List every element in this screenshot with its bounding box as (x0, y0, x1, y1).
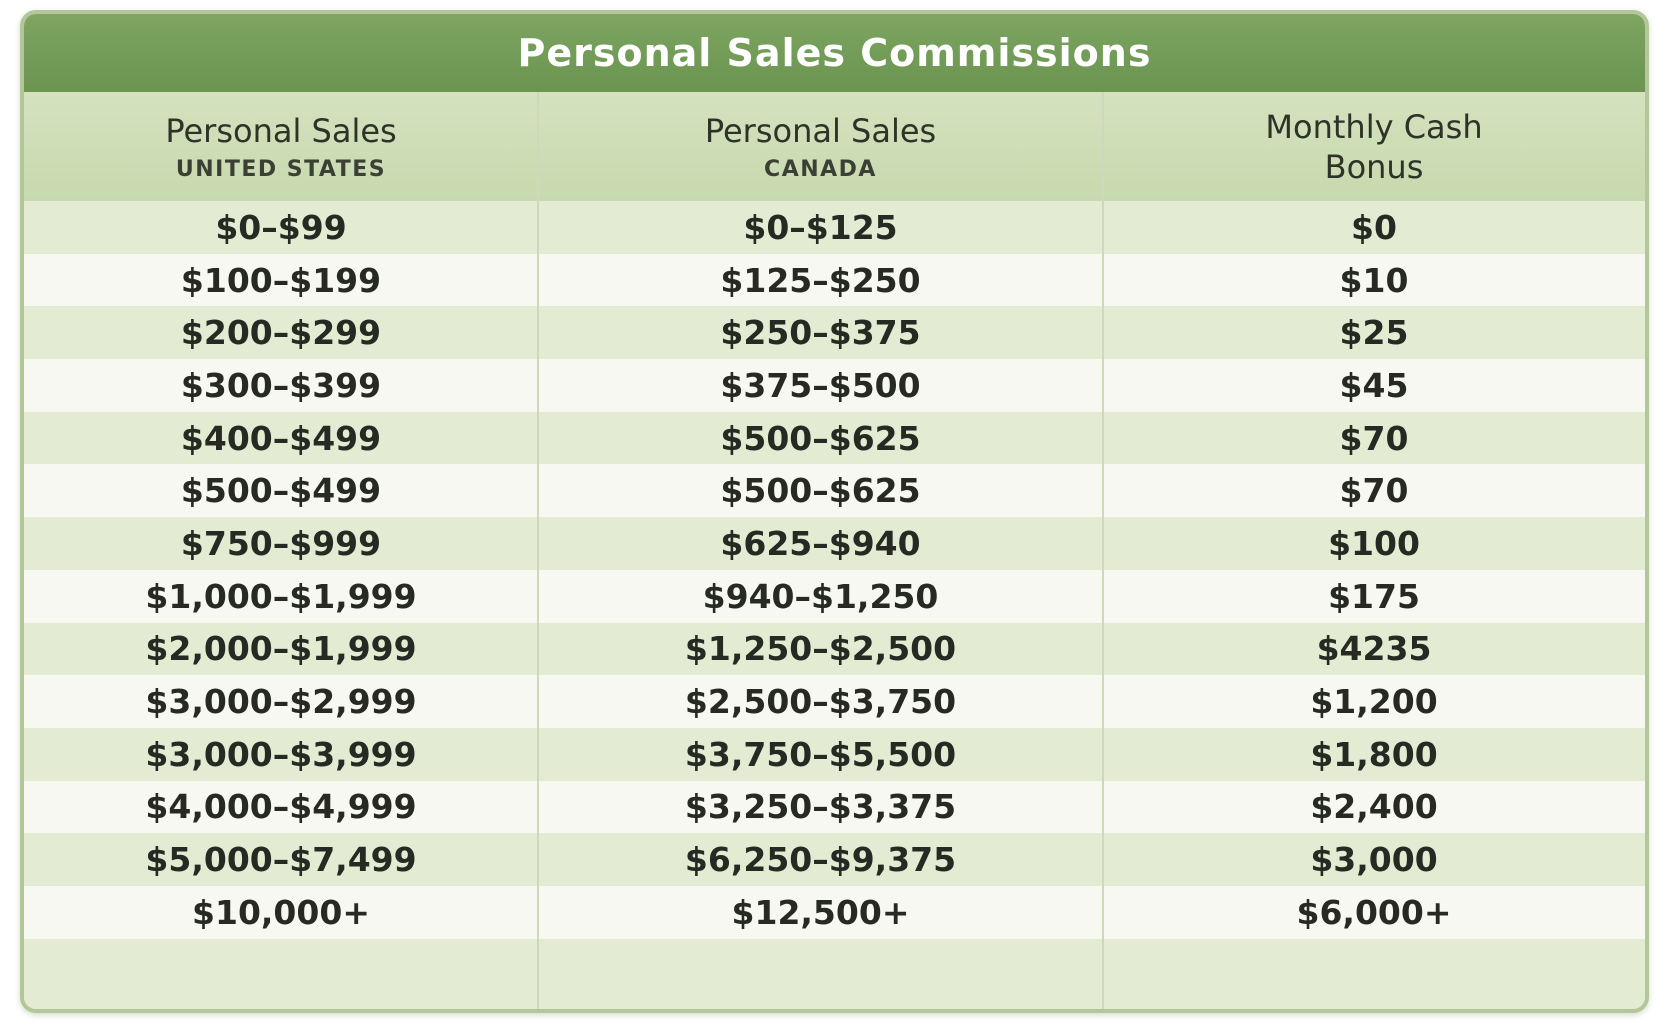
canada-sales-cell: $12,500+ (731, 892, 910, 932)
header-us-main: Personal Sales (165, 112, 397, 150)
table-row: $200–$299 $250–$375 $25 (24, 306, 1645, 360)
us-sales-cell: $400–$499 (180, 418, 382, 458)
us-sales-cell: $750–$999 (180, 523, 382, 563)
us-sales-cell: $500–$499 (180, 471, 382, 511)
table-row: $100–$199 $125–$250 $10 (24, 253, 1645, 307)
table-row: $0–$99 $0–$125 $0 (24, 201, 1645, 254)
header-canada-main: Personal Sales (704, 112, 937, 150)
us-sales-cell: $10,000+ (192, 892, 370, 932)
cash-bonus-cell: $10 (1339, 260, 1409, 300)
header-us-sub: UNITED STATES (175, 157, 387, 182)
us-sales-cell: $5,000–$7,499 (145, 840, 417, 880)
cash-bonus-cell: $6,000+ (1296, 892, 1452, 932)
canada-sales-cell: $375–$500 (720, 365, 921, 405)
header-canada-sub: CANADA (764, 157, 877, 182)
canada-sales-cell: $1,250–$2,500 (684, 629, 957, 669)
canada-sales-cell: $125–$250 (720, 260, 921, 300)
table-body: $0–$99 $0–$125 $0 $100–$199 $125–$250 $1… (24, 201, 1645, 939)
table-row: $3,000–$2,999 $2,500–$3,750 $1,200 (24, 675, 1645, 728)
cash-bonus-cell: $70 (1339, 471, 1409, 511)
cash-bonus-cell: $4235 (1316, 629, 1432, 669)
table-row: $2,000–$1,999 $1,250–$2,500 $4235 (24, 622, 1645, 676)
us-sales-cell: $300–$399 (180, 365, 382, 405)
table-row: $4,000–$4,999 $3,250–$3,375 $2,400 (24, 780, 1645, 834)
canada-sales-cell: $250–$375 (720, 313, 921, 353)
cash-bonus-cell: $1,200 (1310, 682, 1438, 722)
table-footer-strip (24, 939, 1645, 1009)
header-us-sales: Personal Sales UNITED STATES (24, 92, 538, 201)
table-row: $1,000–$1,999 $940–$1,250 $175 (24, 569, 1645, 623)
column-divider (1102, 92, 1104, 1009)
canada-sales-cell: $3,250–$3,375 (684, 787, 957, 827)
us-sales-cell: $0–$99 (215, 207, 347, 247)
cash-bonus-cell: $1,800 (1310, 734, 1438, 774)
table-row: $300–$399 $375–$500 $45 (24, 359, 1645, 412)
canada-sales-cell: $940–$1,250 (702, 576, 939, 616)
cash-bonus-cell: $175 (1328, 576, 1420, 616)
us-sales-cell: $3,000–$3,999 (145, 734, 417, 774)
canada-sales-cell: $625–$940 (720, 523, 921, 563)
cash-bonus-cell: $70 (1339, 418, 1409, 458)
header-bonus-main: Monthly Cash Bonus (1265, 107, 1483, 186)
canada-sales-cell: $500–$625 (720, 418, 921, 458)
canada-sales-cell: $0–$125 (743, 207, 898, 247)
canada-sales-cell: $6,250–$9,375 (684, 840, 957, 880)
us-sales-cell: $4,000–$4,999 (145, 787, 417, 827)
cash-bonus-cell: $2,400 (1310, 787, 1438, 827)
table-row: $750–$999 $625–$940 $100 (24, 517, 1645, 570)
cash-bonus-cell: $3,000 (1310, 840, 1438, 880)
table-row: $3,000–$3,999 $3,750–$5,500 $1,800 (24, 727, 1645, 781)
table-row: $5,000–$7,499 $6,250–$9,375 $3,000 (24, 833, 1645, 886)
header-canada-sales: Personal Sales CANADA (538, 92, 1103, 201)
canada-sales-cell: $500–$625 (720, 471, 921, 511)
us-sales-cell: $2,000–$1,999 (145, 629, 417, 669)
table-row: $500–$499 $500–$625 $70 (24, 464, 1645, 518)
us-sales-cell: $100–$199 (180, 260, 382, 300)
commission-table: Personal Sales Commissions Personal Sale… (20, 10, 1649, 1013)
us-sales-cell: $1,000–$1,999 (145, 576, 417, 616)
canada-sales-cell: $2,500–$3,750 (684, 682, 957, 722)
cash-bonus-cell: $0 (1351, 207, 1397, 247)
header-cash-bonus: Monthly Cash Bonus (1103, 92, 1645, 201)
table-title: Personal Sales Commissions (24, 14, 1645, 92)
cash-bonus-cell: $25 (1339, 313, 1409, 353)
canada-sales-cell: $3,750–$5,500 (684, 734, 957, 774)
us-sales-cell: $3,000–$2,999 (145, 682, 417, 722)
us-sales-cell: $200–$299 (180, 313, 382, 353)
table-row: $10,000+ $12,500+ $6,000+ (24, 885, 1645, 939)
column-divider (537, 92, 539, 1009)
header-row: Personal Sales UNITED STATES Personal Sa… (24, 92, 1645, 201)
table-row: $400–$499 $500–$625 $70 (24, 411, 1645, 465)
cash-bonus-cell: $45 (1339, 365, 1409, 405)
cash-bonus-cell: $100 (1328, 523, 1420, 563)
